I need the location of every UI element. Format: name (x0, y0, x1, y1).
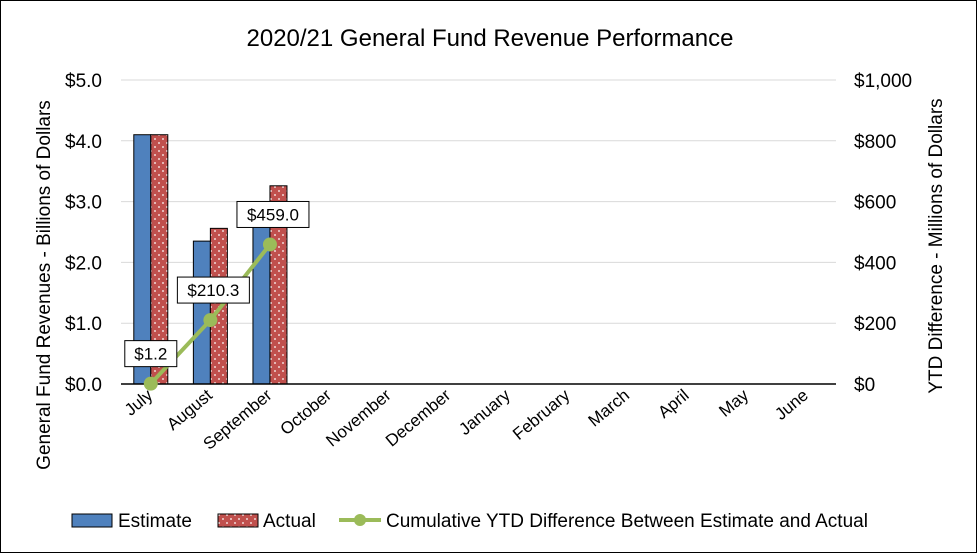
y-axis-title: General Fund Revenues - Billions of Doll… (34, 100, 55, 470)
y-tick-label: $5.0 (65, 71, 102, 92)
legend-swatch-estimate (71, 513, 113, 528)
x-tick-label: June (771, 386, 811, 424)
ytd-point (143, 376, 158, 391)
chart-title: 2020/21 General Fund Revenue Performance (247, 25, 734, 52)
y2-tick-label: $1,000 (854, 71, 912, 92)
legend-swatch-ytd-marker (354, 514, 366, 526)
x-tick-label: May (715, 385, 752, 421)
data-label-box (176, 276, 250, 304)
data-label-box (124, 340, 178, 368)
x-tick-label: April (654, 386, 692, 422)
y-tick-label: $4.0 (65, 132, 102, 153)
legend: Estimate Actual Cumulative YTD Difference … (71, 511, 868, 532)
data-label: $1.2 (134, 345, 167, 364)
y-tick-label: $1.0 (65, 314, 102, 335)
estimate-bar (192, 240, 211, 385)
ytd-point (262, 237, 277, 252)
data-label: $459.0 (247, 205, 299, 224)
y2-tick-label: $600 (854, 193, 896, 214)
x-tick-label: February (509, 385, 574, 444)
legend-swatch-actual (217, 513, 259, 528)
ytd-point (203, 313, 218, 328)
y-tick-label: $0.0 (65, 375, 102, 396)
data-labels: $1.2 $210.3 $459.0 (124, 200, 310, 368)
legend-label-estimate: Estimate (118, 511, 192, 532)
data-label: $210.3 (187, 281, 239, 300)
y-tick-label: $3.0 (65, 193, 102, 214)
y2-tick-label: $0 (854, 375, 875, 396)
y-tick-label: $2.0 (65, 253, 102, 274)
legend-label-ytd: Cumulative YTD Difference Between Estima… (386, 511, 868, 532)
y2-axis-title: YTD Difference - Millions of Dollars (926, 98, 947, 393)
data-label-box (236, 200, 310, 228)
x-tick-label: January (455, 385, 514, 439)
legend-label-actual: Actual (263, 511, 316, 532)
x-tick-label: October (277, 385, 336, 439)
x-tick-label: November (322, 385, 395, 450)
x-tick-label: August (163, 385, 216, 434)
x-tick-label: December (382, 385, 455, 450)
y2-tick-label: $200 (854, 314, 896, 335)
y2-tick-label: $800 (854, 132, 896, 153)
x-tick-label: March (585, 386, 633, 431)
y2-tick-label: $400 (854, 253, 896, 274)
